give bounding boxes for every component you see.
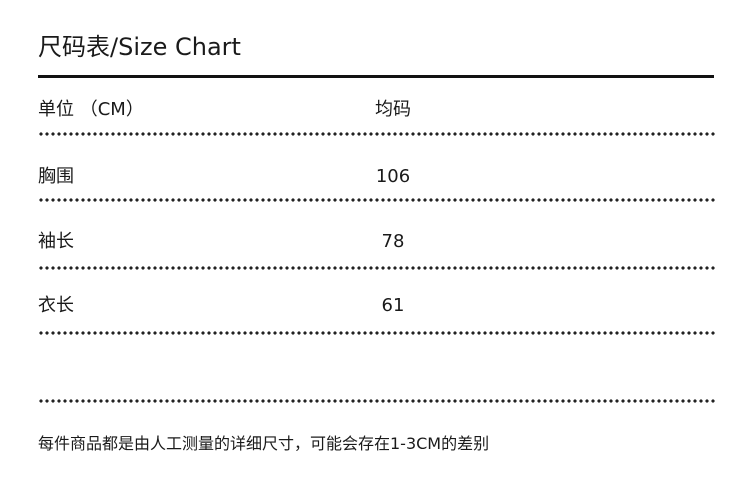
row-value: 61	[381, 295, 405, 316]
row-label: 袖长	[38, 231, 74, 252]
dotted-divider	[38, 266, 716, 270]
table-row: 胸围 106	[38, 164, 714, 190]
row-label: 衣长	[38, 295, 74, 316]
table-header-row: 单位 （CM） 均码	[38, 97, 714, 123]
measurement-note: 每件商品都是由人工测量的详细尺寸，可能会存在1-3CM的差别	[38, 434, 490, 453]
unit-label: 单位 （CM）	[38, 99, 144, 120]
dotted-divider	[38, 399, 716, 403]
title-divider	[38, 75, 714, 78]
row-value: 106	[375, 166, 411, 187]
row-value: 78	[381, 231, 405, 252]
row-label: 胸围	[38, 166, 74, 187]
dotted-divider	[38, 331, 716, 335]
page-title: 尺码表/Size Chart	[38, 33, 241, 61]
size-header: 均码	[375, 99, 411, 120]
dotted-divider	[38, 198, 716, 202]
dotted-divider	[38, 132, 716, 136]
table-row: 袖长 78	[38, 229, 714, 255]
table-row: 衣长 61	[38, 293, 714, 319]
